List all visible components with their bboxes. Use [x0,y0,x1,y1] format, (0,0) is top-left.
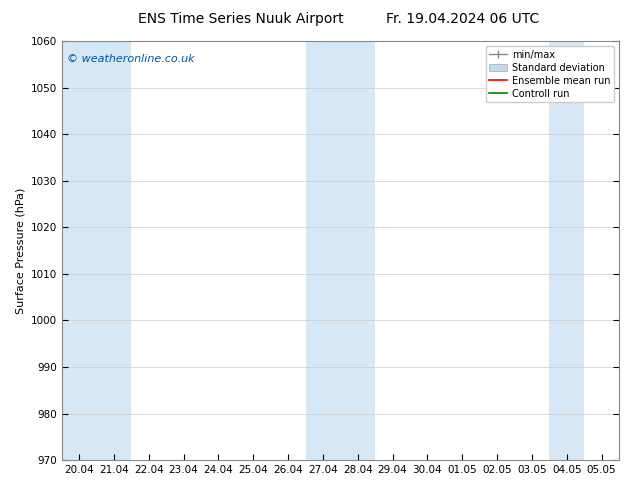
Bar [306,41,375,460]
Text: Fr. 19.04.2024 06 UTC: Fr. 19.04.2024 06 UTC [386,12,540,26]
Text: © weatheronline.co.uk: © weatheronline.co.uk [67,53,195,64]
Bar [61,41,131,460]
Bar [549,41,584,460]
Y-axis label: Surface Pressure (hPa): Surface Pressure (hPa) [15,187,25,314]
Text: ENS Time Series Nuuk Airport: ENS Time Series Nuuk Airport [138,12,344,26]
Legend: min/max, Standard deviation, Ensemble mean run, Controll run: min/max, Standard deviation, Ensemble me… [486,46,614,102]
